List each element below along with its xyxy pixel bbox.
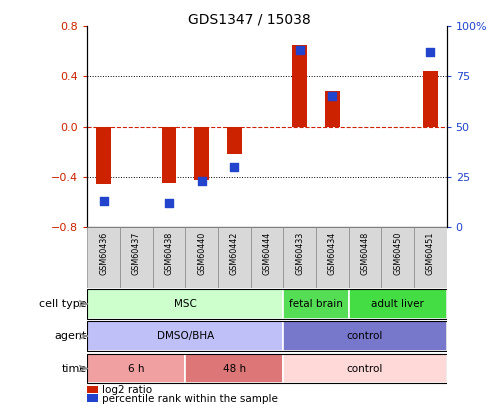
Text: GSM60437: GSM60437 [132, 232, 141, 275]
Text: log2 ratio: log2 ratio [102, 385, 152, 394]
Text: 48 h: 48 h [223, 364, 246, 373]
Text: GSM60436: GSM60436 [99, 232, 108, 275]
Bar [283, 227, 316, 288]
Bar [185, 227, 218, 288]
Bar [381, 227, 414, 288]
Point [198, 177, 206, 184]
Text: control: control [347, 364, 383, 373]
Bar [325, 92, 340, 126]
Bar [250, 227, 283, 288]
Bar [87, 289, 283, 319]
Bar [153, 227, 185, 288]
Bar [283, 289, 349, 319]
Bar [87, 354, 185, 384]
Text: GSM60440: GSM60440 [197, 232, 206, 275]
Bar [283, 321, 447, 351]
Text: DMSO/BHA: DMSO/BHA [157, 331, 214, 341]
Text: GSM60444: GSM60444 [262, 232, 271, 275]
Text: adult liver: adult liver [371, 299, 424, 309]
Bar [349, 289, 447, 319]
Bar [96, 126, 111, 184]
Bar [227, 126, 242, 154]
Text: 6 h: 6 h [128, 364, 145, 373]
Bar [185, 354, 283, 384]
Bar [87, 321, 283, 351]
Bar [316, 227, 349, 288]
Point [295, 47, 303, 53]
Point [100, 198, 108, 204]
Text: GSM60433: GSM60433 [295, 232, 304, 275]
Text: GSM60438: GSM60438 [165, 232, 174, 275]
Bar [162, 126, 176, 183]
Point [231, 163, 239, 170]
Bar [292, 45, 307, 126]
Text: control: control [347, 331, 383, 341]
Bar [194, 126, 209, 181]
Point [328, 93, 336, 100]
Text: agent: agent [54, 331, 87, 341]
Text: percentile rank within the sample: percentile rank within the sample [102, 394, 278, 403]
Bar [349, 227, 381, 288]
Bar [218, 227, 250, 288]
Text: MSC: MSC [174, 299, 197, 309]
Text: time: time [61, 364, 87, 373]
Point [165, 200, 173, 206]
Bar [414, 227, 447, 288]
Bar [87, 227, 120, 288]
Text: GSM60450: GSM60450 [393, 232, 402, 275]
Text: GSM60451: GSM60451 [426, 232, 435, 275]
Text: fetal brain: fetal brain [289, 299, 343, 309]
Text: GSM60434: GSM60434 [328, 232, 337, 275]
Text: GSM60442: GSM60442 [230, 232, 239, 275]
Text: GSM60448: GSM60448 [360, 232, 369, 275]
Text: cell type: cell type [39, 299, 87, 309]
Bar [120, 227, 153, 288]
Bar [283, 354, 447, 384]
Text: GDS1347 / 15038: GDS1347 / 15038 [188, 12, 311, 26]
Bar [423, 71, 438, 126]
Point [426, 49, 434, 55]
